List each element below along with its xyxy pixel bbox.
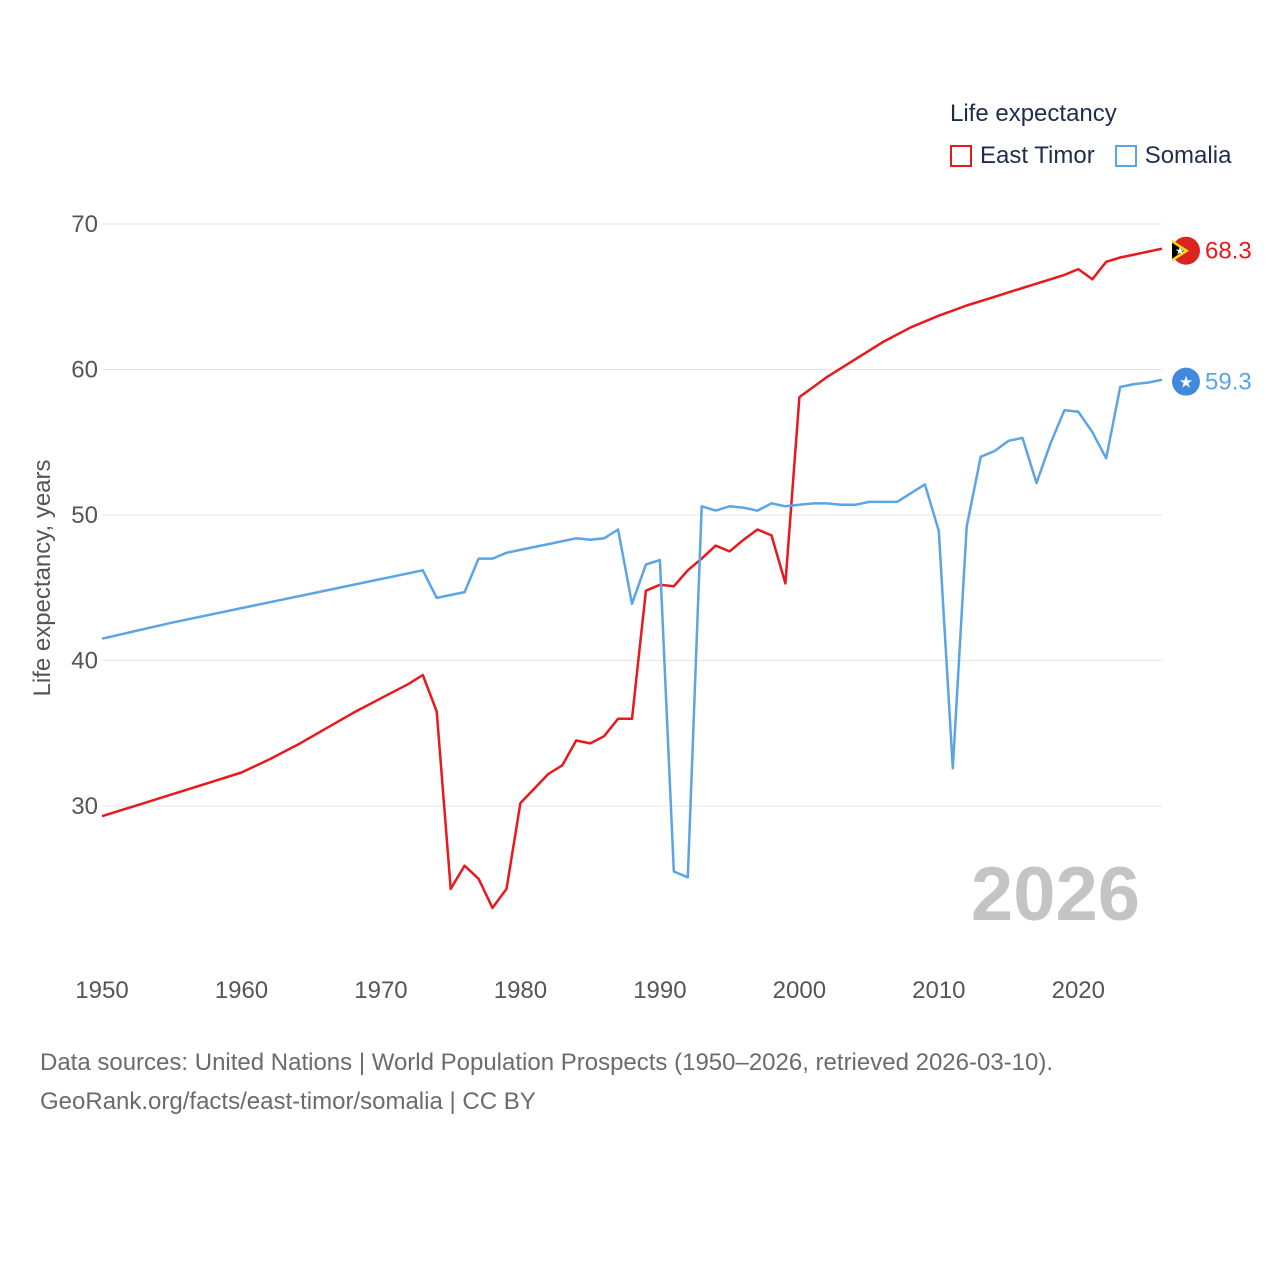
x-tick-label: 1980: [494, 977, 547, 1004]
legend-swatch-somalia: [1114, 145, 1137, 167]
source-line: Data sources: United Nations | World Pop…: [40, 1049, 1054, 1076]
legend-title: Life expectancy: [950, 100, 1117, 127]
y-axis-ticks: 30 40 50 60 70: [71, 211, 98, 820]
legend: East Timor Somalia: [950, 142, 1251, 170]
y-tick-label: 40: [71, 648, 98, 675]
line-chart: 30 40 50 60 70 1950 1960 1970 1980 1990 2000 2010 2…: [29, 211, 1252, 1004]
current-year-watermark: 2026: [971, 852, 1140, 937]
legend-label-east-timor: East Timor: [980, 142, 1095, 169]
y-axis-label: Life expectancy, years: [29, 459, 56, 696]
gridlines: [102, 223, 1162, 807]
legend-item-somalia[interactable]: Somalia: [1114, 142, 1232, 170]
y-tick-label: 70: [71, 211, 98, 238]
east-timor-flag-icon: ★: [1172, 236, 1200, 265]
y-tick-label: 50: [71, 502, 98, 529]
x-tick-label: 2010: [912, 977, 965, 1004]
svg-text:★: ★: [1179, 375, 1193, 392]
y-tick-label: 60: [71, 357, 98, 384]
x-tick-label: 2020: [1052, 977, 1105, 1004]
source-url: GeoRank.org/facts/east-timor/somalia | C…: [40, 1088, 536, 1115]
series-line-east-timor: [101, 247, 1163, 910]
end-value-label-east-timor: 68.3: [1205, 238, 1252, 265]
legend-swatch-east-timor: [950, 145, 972, 167]
x-tick-label: 1970: [354, 977, 407, 1004]
y-tick-label: 30: [71, 793, 98, 820]
series-end-markers: ★ 68.3 ★ 59.3: [1172, 236, 1252, 396]
source-note: Data sources: United Nations | World Pop…: [40, 1043, 1053, 1121]
x-tick-label: 1960: [215, 977, 268, 1004]
x-tick-label: 2000: [773, 977, 826, 1004]
somalia-flag-icon: ★: [1172, 367, 1200, 396]
legend-item-east-timor[interactable]: East Timor: [950, 142, 1095, 170]
legend-label-somalia: Somalia: [1144, 142, 1232, 169]
series-lines: [101, 247, 1163, 910]
x-axis-ticks: 1950 1960 1970 1980 1990 2000 2010 2020: [75, 977, 1105, 1004]
x-tick-label: 1950: [75, 977, 128, 1004]
svg-text:★: ★: [1175, 246, 1185, 258]
series-line-somalia: [101, 378, 1163, 879]
x-tick-label: 1990: [633, 977, 686, 1004]
end-value-label-somalia: 59.3: [1205, 369, 1252, 396]
